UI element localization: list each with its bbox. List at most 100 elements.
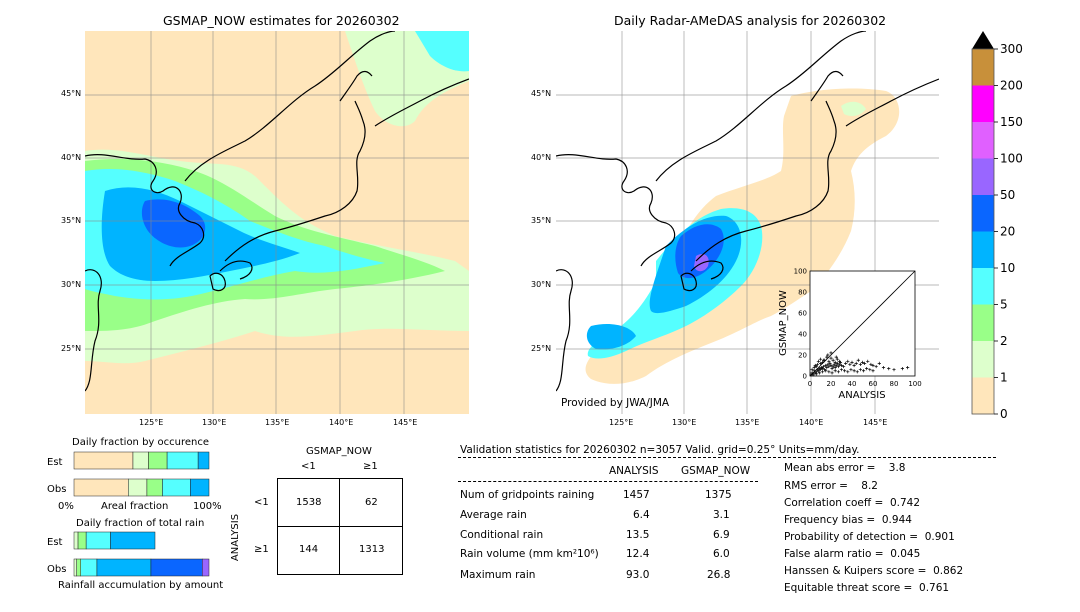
colorbar-tick-label: 150 <box>1000 115 1023 129</box>
scatter-point <box>816 369 820 373</box>
total-title: Daily fraction of total rain <box>76 518 205 529</box>
scatter-y-tick: 60 <box>798 310 807 318</box>
scatter-point <box>822 364 826 369</box>
fraction-segment <box>197 451 210 470</box>
fraction-segment <box>73 451 134 470</box>
validation-row-label: Maximum rain <box>460 569 536 581</box>
fraction-segment <box>80 558 98 577</box>
scatter-point <box>818 368 823 372</box>
colorbar-tick-label: 5 <box>1000 298 1008 312</box>
colorbar-tick-label: 10 <box>1000 261 1015 275</box>
scatter-point <box>833 360 837 364</box>
scatter-point <box>829 356 833 360</box>
right-lat-label: 45°N <box>531 89 552 98</box>
fraction-segment <box>202 558 210 577</box>
scatter-point <box>822 358 826 362</box>
scatter-point <box>850 360 854 364</box>
validation-row-label: Rain volume (mm km²10⁶) <box>460 548 599 560</box>
scatter-point <box>858 362 862 367</box>
fraction-segment <box>73 478 129 497</box>
contingency-cell: 1538 <box>296 497 322 508</box>
validation-score: False alarm ratio = 0.045 <box>784 548 921 560</box>
validation-row-gsmap: 26.8 <box>707 569 731 581</box>
contingency-col-ge: ≥1 <box>363 461 378 472</box>
colorbar-cell <box>972 304 994 342</box>
scatter-point <box>816 359 820 363</box>
scatter-point <box>852 363 856 368</box>
validation-subdivider <box>458 481 758 482</box>
contingency-cell: 1313 <box>359 544 385 555</box>
left-lon-label: 125°E <box>139 418 164 427</box>
scatter-point <box>814 364 818 369</box>
total-rain-bars <box>73 531 210 577</box>
validation-row-analysis: 1457 <box>623 489 650 501</box>
scatter-point <box>829 351 833 355</box>
validation-score: Mean abs error = 3.8 <box>784 462 906 474</box>
scatter-point <box>834 363 838 368</box>
fraction-segment <box>132 451 149 470</box>
validation-row-analysis: 12.4 <box>626 548 650 560</box>
fraction-segment <box>146 478 163 497</box>
scatter-x-tick: 100 <box>908 380 921 388</box>
colorbar-tick-label: 2 <box>1000 334 1008 348</box>
scatter-point <box>836 370 840 374</box>
scatter-point <box>831 364 835 369</box>
scatter-x-tick: 80 <box>890 380 899 388</box>
scatter-point <box>846 370 850 374</box>
scatter-point <box>818 361 823 365</box>
right-lon-label: 145°E <box>863 418 888 427</box>
scatter-point <box>827 370 831 374</box>
right-lat-label: 35°N <box>531 216 552 225</box>
scatter-point <box>839 363 844 368</box>
scatter-point <box>900 367 904 371</box>
validation-score: Equitable threat score = 0.761 <box>784 582 950 594</box>
left-map <box>85 31 469 414</box>
contingency-row-lt: <1 <box>254 497 269 508</box>
colorbar-cell <box>972 122 994 159</box>
scatter-point <box>861 369 866 373</box>
fraction-segment <box>128 478 148 497</box>
scatter-point <box>860 360 865 364</box>
fraction-segment <box>77 531 87 550</box>
scatter-point <box>832 362 836 367</box>
occurrence-axis-right: 100% <box>193 501 222 512</box>
scatter-point <box>821 360 825 364</box>
validation-row-label: Average rain <box>460 509 527 521</box>
fraction-segment <box>85 531 111 550</box>
scatter-point <box>827 364 831 369</box>
left-lat-label: 40°N <box>61 153 82 162</box>
colorbar-cell <box>972 195 994 232</box>
scatter-point <box>831 358 835 362</box>
scatter-point <box>855 370 859 374</box>
contingency-cell: 62 <box>365 497 378 508</box>
scatter-point <box>834 355 838 359</box>
scatter-point <box>824 369 828 373</box>
colorbar-cell <box>972 158 994 196</box>
scatter-point <box>887 367 891 371</box>
scatter-point <box>814 372 818 376</box>
scatter-point <box>892 368 896 372</box>
scatter-point <box>826 353 830 357</box>
fraction-segment <box>96 558 152 577</box>
colorbar-tick-label: 20 <box>1000 225 1015 239</box>
contingency-col-header: GSMAP_NOW <box>306 446 372 457</box>
left-lat-label: 45°N <box>61 89 82 98</box>
scatter-point <box>842 364 846 369</box>
right-lon-label: 135°E <box>735 418 760 427</box>
scatter-point <box>833 366 837 370</box>
scatter-point <box>858 368 862 372</box>
scatter-point <box>854 361 858 365</box>
validation-row-label: Num of gridpoints raining <box>460 489 595 501</box>
total-row-est: Est <box>47 537 63 548</box>
right-lon-label: 140°E <box>799 418 824 427</box>
validation-score: RMS error = 8.2 <box>784 480 878 492</box>
validation-row-analysis: 6.4 <box>633 509 650 521</box>
scatter-ylabel: GSMAP_NOW <box>778 290 789 356</box>
colorbar-tick-label: 50 <box>1000 188 1015 202</box>
validation-header: Validation statistics for 20260302 n=305… <box>460 444 860 456</box>
validation-score: Frequency bias = 0.944 <box>784 514 912 526</box>
scatter-point <box>817 371 822 375</box>
colorbar-tick-label: 200 <box>1000 79 1023 93</box>
right-lon-label: 130°E <box>672 418 697 427</box>
